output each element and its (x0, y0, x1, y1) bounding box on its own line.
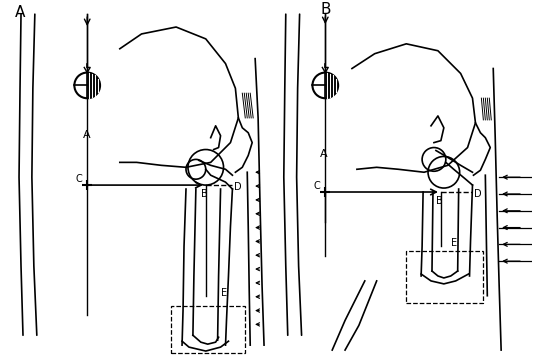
Bar (406, 251, 483, 303)
Wedge shape (325, 73, 338, 98)
Text: B: B (201, 189, 208, 199)
Text: E: E (220, 288, 227, 298)
Wedge shape (87, 73, 100, 98)
Text: A: A (15, 5, 26, 20)
Text: A: A (83, 130, 91, 140)
Text: E: E (451, 238, 457, 248)
Text: B: B (320, 2, 331, 17)
Circle shape (312, 73, 338, 98)
Text: B: B (436, 196, 442, 206)
Text: C: C (314, 181, 320, 191)
Text: C: C (75, 174, 82, 184)
Text: D: D (234, 182, 242, 192)
Text: A: A (320, 150, 328, 159)
Bar (171, 305, 245, 353)
Circle shape (74, 73, 100, 98)
Text: D: D (475, 189, 482, 199)
